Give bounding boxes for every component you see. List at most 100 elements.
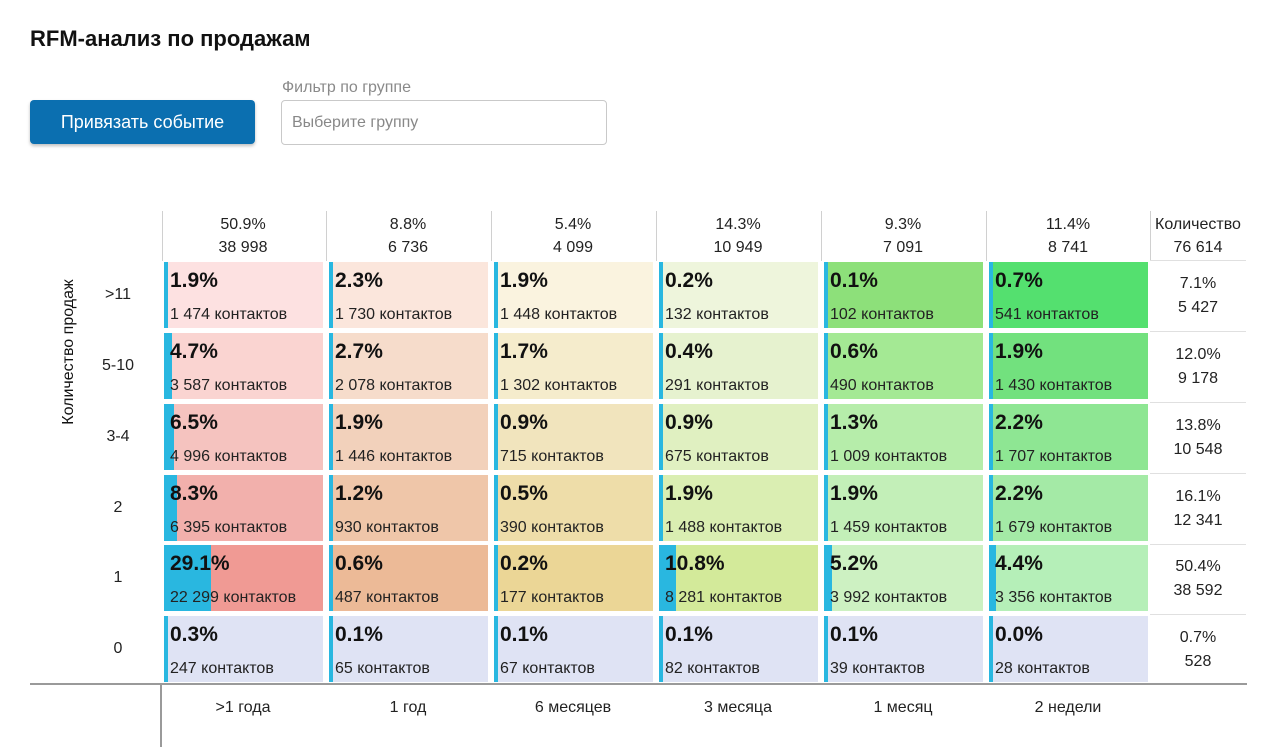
row-total-separator	[1150, 614, 1246, 615]
heatmap-cell[interactable]: 0.6% 487 контактов	[329, 545, 488, 611]
heatmap-cell[interactable]: 0.1% 65 контактов	[329, 616, 488, 682]
heatmap-cell[interactable]: 1.9% 1 488 контактов	[659, 475, 818, 541]
heatmap-cell[interactable]: 2.7% 2 078 контактов	[329, 333, 488, 399]
column-total-count: 6 736	[387, 239, 429, 256]
row-total-count: 10 548	[1173, 441, 1223, 458]
cell-contact-count: 1 707 контактов	[995, 448, 1113, 465]
row-total-separator	[1150, 331, 1246, 332]
cell-share-bar	[824, 475, 828, 541]
heatmap-cell[interactable]: 0.6% 490 контактов	[824, 333, 983, 399]
cell-share-bar	[164, 475, 178, 541]
column-total: 9.3% 7 091	[821, 213, 985, 259]
header-separator	[821, 211, 822, 261]
row-total-count: 5 427	[1177, 299, 1219, 316]
heatmap-cell[interactable]: 5.2% 3 992 контактов	[824, 545, 983, 611]
group-filter-label: Фильтр по группе	[282, 79, 411, 96]
x-axis-line	[30, 683, 1247, 685]
cell-percent: 29.1%	[170, 552, 230, 575]
cell-percent: 1.2%	[335, 482, 383, 505]
heatmap-cell[interactable]: 0.1% 82 контактов	[659, 616, 818, 682]
cell-percent: 2.7%	[335, 340, 383, 363]
cell-contact-count: 1 488 контактов	[665, 519, 783, 536]
row-label: >11	[105, 286, 131, 303]
cell-percent: 6.5%	[170, 411, 218, 434]
heatmap-cell[interactable]: 0.2% 177 контактов	[494, 545, 653, 611]
heatmap-cell[interactable]: 0.1% 39 контактов	[824, 616, 983, 682]
header-separator	[1150, 211, 1151, 261]
heatmap-cell[interactable]: 8.3% 6 395 контактов	[164, 475, 323, 541]
total-header-label: Количество	[1155, 216, 1241, 233]
cell-share-bar	[659, 404, 663, 470]
heatmap-cell[interactable]: 1.9% 1 446 контактов	[329, 404, 488, 470]
cell-contact-count: 67 контактов	[500, 660, 595, 677]
heatmap-cell[interactable]: 1.9% 1 459 контактов	[824, 475, 983, 541]
row-total: 7.1% 5 427	[1150, 272, 1246, 320]
bind-event-button[interactable]: Привязать событие	[30, 100, 255, 144]
heatmap-cell[interactable]: 2.2% 1 679 контактов	[989, 475, 1148, 541]
cell-share-bar	[329, 333, 334, 399]
cell-share-bar	[989, 333, 993, 399]
heatmap-cell[interactable]: 1.2% 930 контактов	[329, 475, 488, 541]
heatmap-cell[interactable]: 1.9% 1 448 контактов	[494, 262, 653, 328]
heatmap-cell[interactable]: 0.3% 247 контактов	[164, 616, 323, 682]
cell-share-bar	[659, 616, 663, 682]
row-total-count: 38 592	[1173, 582, 1223, 599]
column-total-count: 4 099	[552, 239, 594, 256]
cell-contact-count: 490 контактов	[830, 377, 934, 394]
heatmap-cell[interactable]: 6.5% 4 996 контактов	[164, 404, 323, 470]
cell-share-bar	[329, 404, 333, 470]
cell-share-bar	[329, 262, 333, 328]
heatmap-cell[interactable]: 4.4% 3 356 контактов	[989, 545, 1148, 611]
column-total: 50.9% 38 998	[161, 213, 325, 259]
cell-percent: 1.7%	[500, 340, 548, 363]
heatmap-cell[interactable]: 1.9% 1 430 контактов	[989, 333, 1148, 399]
row-total-count: 9 178	[1177, 370, 1219, 387]
heatmap-cell[interactable]: 2.3% 1 730 контактов	[329, 262, 488, 328]
heatmap-cell[interactable]: 0.7% 541 контактов	[989, 262, 1148, 328]
cell-share-bar	[659, 333, 663, 399]
heatmap-cell[interactable]: 0.1% 102 контактов	[824, 262, 983, 328]
x-axis-label: 3 месяца	[704, 699, 772, 716]
cell-percent: 0.6%	[335, 552, 383, 575]
cell-percent: 10.8%	[665, 552, 725, 575]
cell-contact-count: 3 356 контактов	[995, 589, 1113, 606]
heatmap-cell[interactable]: 0.9% 675 контактов	[659, 404, 818, 470]
cell-contact-count: 675 контактов	[665, 448, 769, 465]
column-total-pct: 5.4%	[554, 216, 592, 233]
cell-percent: 0.2%	[500, 552, 548, 575]
cell-contact-count: 1 446 контактов	[335, 448, 453, 465]
cell-share-bar	[659, 475, 663, 541]
heatmap-cell[interactable]: 1.9% 1 474 контактов	[164, 262, 323, 328]
heatmap-cell[interactable]: 0.5% 390 контактов	[494, 475, 653, 541]
cell-contact-count: 930 контактов	[335, 519, 439, 536]
heatmap-cell[interactable]: 0.9% 715 контактов	[494, 404, 653, 470]
header-separator	[162, 211, 163, 261]
cell-contact-count: 22 299 контактов	[170, 589, 297, 606]
heatmap-cell[interactable]: 10.8% 8 281 контактов	[659, 545, 818, 611]
heatmap-cell[interactable]: 0.1% 67 контактов	[494, 616, 653, 682]
row-total-count: 528	[1184, 653, 1212, 670]
column-total-pct: 8.8%	[389, 216, 427, 233]
cell-share-bar	[824, 545, 833, 611]
cell-contact-count: 1 430 контактов	[995, 377, 1113, 394]
heatmap-cell[interactable]: 0.4% 291 контактов	[659, 333, 818, 399]
header-separator	[656, 211, 657, 261]
cell-contact-count: 6 395 контактов	[170, 519, 288, 536]
row-total: 0.7% 528	[1150, 626, 1246, 674]
column-total: 14.3% 10 949	[656, 213, 820, 259]
row-label: 2	[113, 499, 123, 516]
heatmap-cell[interactable]: 0.2% 132 контактов	[659, 262, 818, 328]
heatmap-cell[interactable]: 2.2% 1 707 контактов	[989, 404, 1148, 470]
heatmap-cell[interactable]: 29.1% 22 299 контактов	[164, 545, 323, 611]
heatmap-cell[interactable]: 1.3% 1 009 контактов	[824, 404, 983, 470]
heatmap-cell[interactable]: 1.7% 1 302 контактов	[494, 333, 653, 399]
heatmap-cell[interactable]: 0.0% 28 контактов	[989, 616, 1148, 682]
cell-share-bar	[824, 262, 828, 328]
cell-percent: 0.1%	[335, 623, 383, 646]
heatmap-cell[interactable]: 4.7% 3 587 контактов	[164, 333, 323, 399]
group-filter-input[interactable]	[281, 100, 607, 145]
cell-contact-count: 2 078 контактов	[335, 377, 453, 394]
cell-percent: 1.9%	[665, 482, 713, 505]
cell-contact-count: 1 302 контактов	[500, 377, 618, 394]
cell-contact-count: 291 контактов	[665, 377, 769, 394]
